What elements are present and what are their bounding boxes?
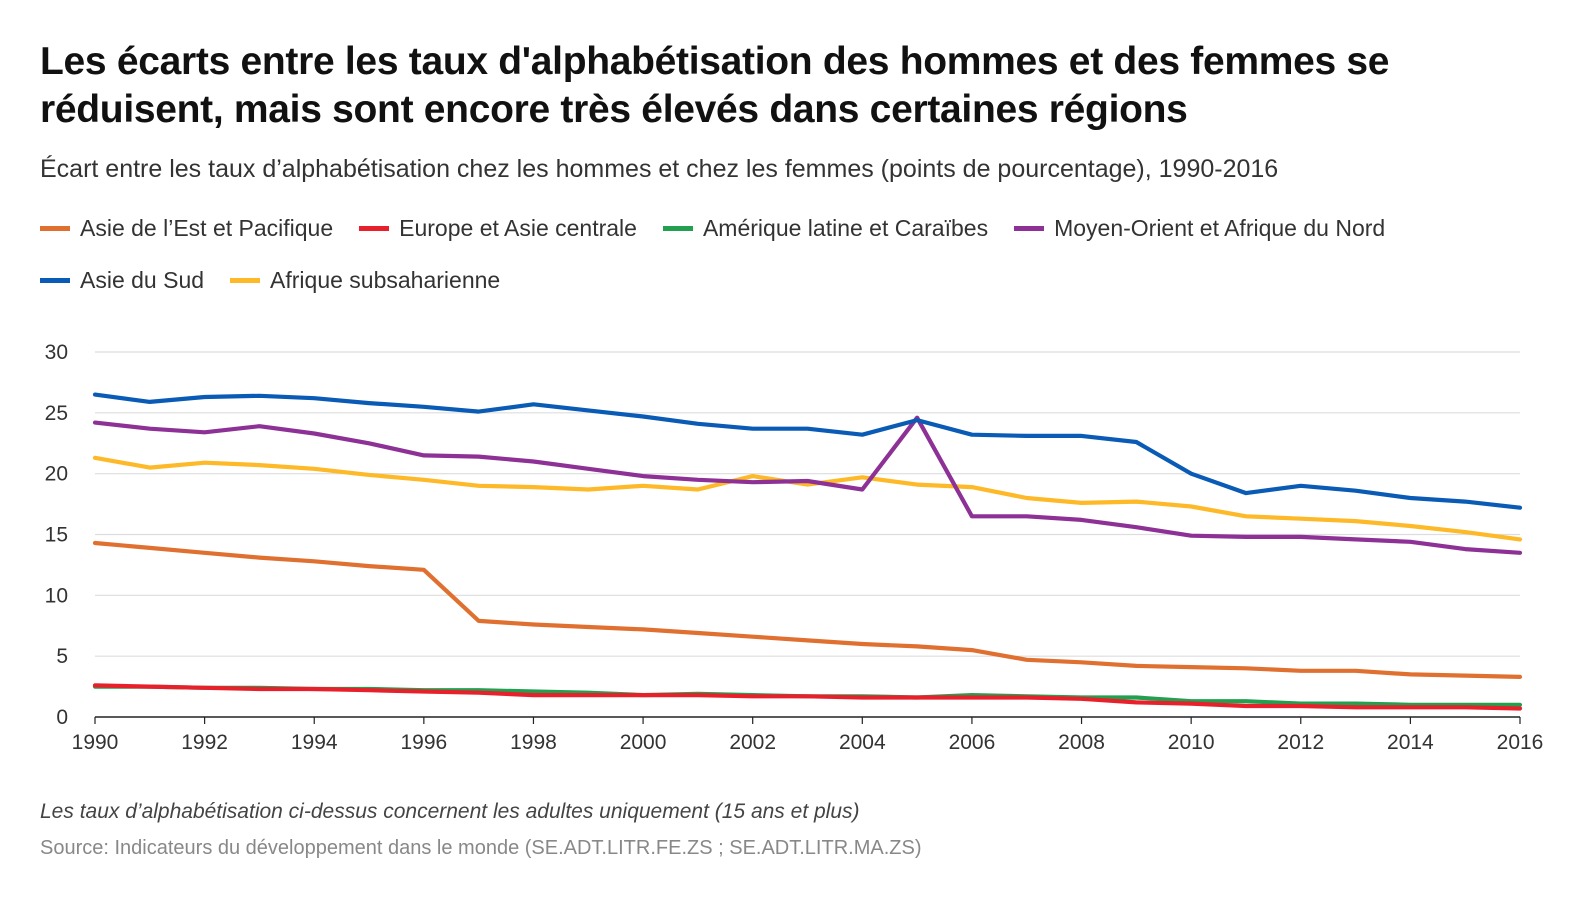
y-tick-label: 5 xyxy=(56,645,68,668)
legend-item-asie-de-l-est-et-pacifique: Asie de l’Est et Pacifique xyxy=(40,214,333,242)
legend-item-amerique-latine-et-caraibes: Amérique latine et Caraïbes xyxy=(662,214,989,242)
x-tick-label: 2012 xyxy=(1277,731,1324,754)
legend-swatch xyxy=(662,225,693,231)
legend-item-moyen-orient-et-afrique-du-nord: Moyen-Orient et Afrique du Nord xyxy=(1014,214,1385,242)
series-line-asie-de-l-est-et-pacifique xyxy=(92,540,1523,680)
chart-subtitle: Écart entre les taux d’alphabétisation c… xyxy=(40,155,1279,183)
chart-title: Les écarts entre les taux d'alphabétisat… xyxy=(40,40,1390,131)
x-tick-label: 1998 xyxy=(510,731,557,754)
x-tick-label: 1996 xyxy=(400,731,447,754)
y-tick-label: 30 xyxy=(45,341,68,364)
x-tick-label: 1990 xyxy=(72,731,119,754)
x-tick-label: 2010 xyxy=(1168,731,1215,754)
x-tick-label: 2016 xyxy=(1497,731,1544,754)
y-tick-label: 15 xyxy=(45,524,68,547)
legend-item-afrique-subsaharienne: Afrique subsaharienne xyxy=(230,266,500,294)
legend-label: Europe et Asie centrale xyxy=(399,215,637,241)
series-line-afrique-subsaharienne xyxy=(92,455,1523,542)
legend-label: Afrique subsaharienne xyxy=(270,267,501,293)
series-line-europe-et-asie-centrale xyxy=(92,683,1523,711)
x-tick-label: 2004 xyxy=(839,731,886,754)
y-tick-label: 20 xyxy=(45,463,68,486)
y-tick-label: 25 xyxy=(45,402,68,425)
x-tick-label: 2008 xyxy=(1058,731,1105,754)
legend-label: Moyen-Orient et Afrique du Nord xyxy=(1054,215,1386,241)
series-line-asie-du-sud xyxy=(92,392,1523,510)
legend-swatch xyxy=(1014,225,1045,231)
chart-note: Les taux d’alphabétisation ci-dessus con… xyxy=(40,800,860,823)
x-tick-label: 1992 xyxy=(181,731,228,754)
chart-source: Source: Indicateurs du développement dan… xyxy=(40,837,922,859)
x-tick-label: 2014 xyxy=(1387,731,1434,754)
legend-item-europe-et-asie-centrale: Europe et Asie centrale xyxy=(359,214,637,242)
legend-swatch xyxy=(230,277,261,283)
series-line-moyen-orient-et-afrique-du-nord xyxy=(92,415,1523,555)
x-tick-label: 2006 xyxy=(949,731,996,754)
legend-swatch xyxy=(359,225,390,231)
legend-label: Asie de l’Est et Pacifique xyxy=(80,215,334,241)
legend-swatch xyxy=(40,225,70,231)
chart-legend: Asie de l’Est et Pacifique Europe et Asie… xyxy=(40,214,1540,294)
legend-label: Asie du Sud xyxy=(80,267,205,293)
legend-item-asie-du-sud: Asie du Sud xyxy=(40,266,204,294)
legend-swatch xyxy=(40,277,70,283)
x-tick-label: 1994 xyxy=(291,731,338,754)
legend-label: Amérique latine et Caraïbes xyxy=(702,215,989,241)
x-tick-label: 2000 xyxy=(620,731,667,754)
x-tick-label: 2002 xyxy=(729,731,776,754)
y-tick-label: 0 xyxy=(56,706,68,729)
y-tick-label: 10 xyxy=(45,584,68,607)
